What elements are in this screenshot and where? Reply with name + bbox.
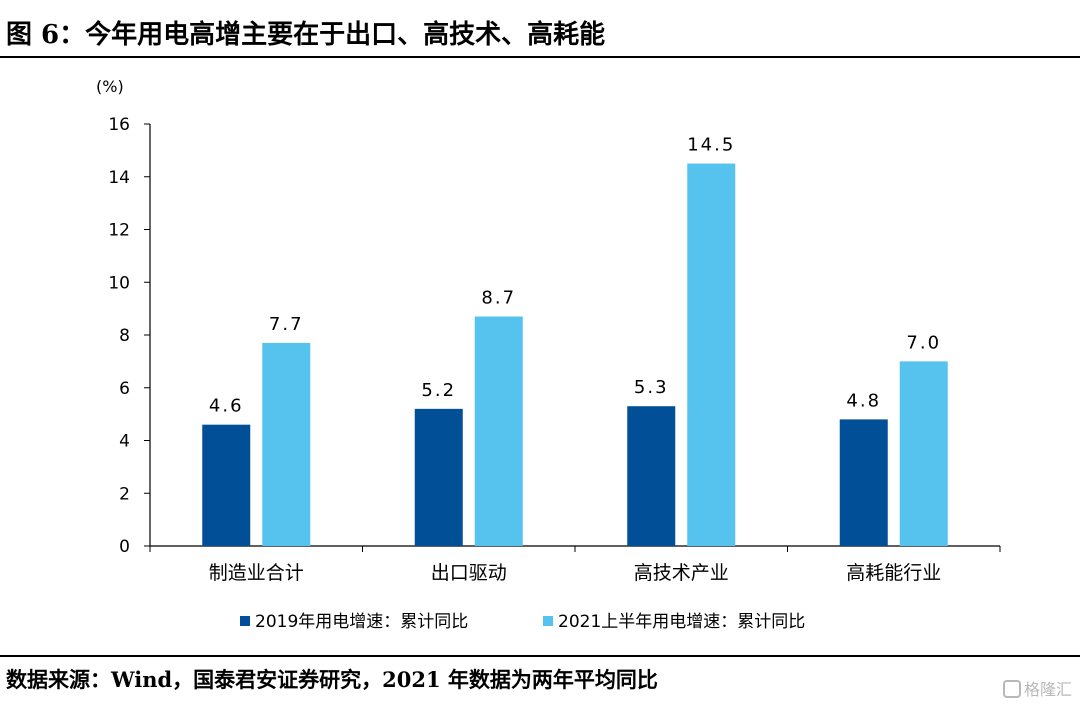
data-label: 4.6: [209, 396, 244, 417]
title-rule: [0, 56, 1080, 58]
data-label: 5.2: [421, 380, 456, 401]
legend-swatch-2: [543, 616, 553, 626]
source-rule: [0, 655, 1080, 657]
bar-series-2: [474, 316, 523, 546]
legend-label-2: 2021上半年用电增速：累计同比: [558, 612, 805, 632]
watermark-logo-icon: [1002, 680, 1021, 698]
x-category-label: 高技术产业: [634, 562, 729, 584]
y-tick-label: 10: [108, 273, 130, 293]
data-label: 4.8: [846, 390, 881, 411]
data-label: 14.5: [687, 135, 735, 156]
data-label: 7.7: [269, 314, 304, 335]
y-tick-label: 16: [108, 115, 130, 135]
bar-series-2: [899, 361, 948, 546]
y-unit-label: (%): [96, 77, 124, 96]
x-ticks: 制造业合计 出口驱动 高技术产业 高耗能行业: [149, 546, 1001, 584]
y-tick-label: 0: [119, 537, 130, 557]
watermark: 格隆汇: [1002, 676, 1072, 700]
legend: 2019年用电增速：累计同比 2021上半年用电增速：累计同比: [240, 612, 805, 632]
data-label: 8.7: [481, 288, 516, 309]
x-category-label: 高耗能行业: [846, 562, 941, 584]
x-category-label: 制造业合计: [209, 562, 304, 584]
y-tick-label: 4: [119, 432, 130, 452]
y-tick-label: 6: [119, 379, 130, 399]
y-tick-label: 12: [108, 221, 130, 241]
watermark-text: 格隆汇: [1023, 680, 1072, 699]
bars: 4.6 7.7 5.2 8.7 5.3 14.5 4.8 7.0: [202, 135, 948, 546]
legend-label-1: 2019年用电增速：累计同比: [255, 612, 468, 632]
bar-chart: (%) 0 2 4 6 8 10 12 14 16 制造业合计 出口驱动 高技术产业 高耗能行业 4.…: [96, 77, 1001, 632]
y-ticks: 0 2 4 6 8 10 12 14 16: [108, 115, 150, 557]
bar-series-1: [202, 424, 251, 546]
source-note: 数据来源：Wind，国泰君安证券研究，2021 年数据为两年平均同比: [6, 667, 658, 692]
bar-series-1: [414, 408, 463, 546]
chart-title: 图 6：今年用电高增主要在于出口、高技术、高耗能: [6, 20, 606, 50]
bar-series-2: [687, 163, 736, 546]
bar-series-1: [627, 406, 676, 546]
y-tick-label: 2: [119, 484, 130, 504]
x-category-label: 出口驱动: [431, 562, 507, 584]
y-tick-label: 8: [119, 326, 130, 346]
bar-series-1: [839, 419, 888, 546]
data-label: 5.3: [634, 377, 669, 398]
legend-swatch-1: [240, 616, 250, 626]
data-label: 7.0: [906, 332, 941, 353]
bar-series-2: [262, 342, 311, 546]
y-tick-label: 14: [108, 168, 130, 188]
